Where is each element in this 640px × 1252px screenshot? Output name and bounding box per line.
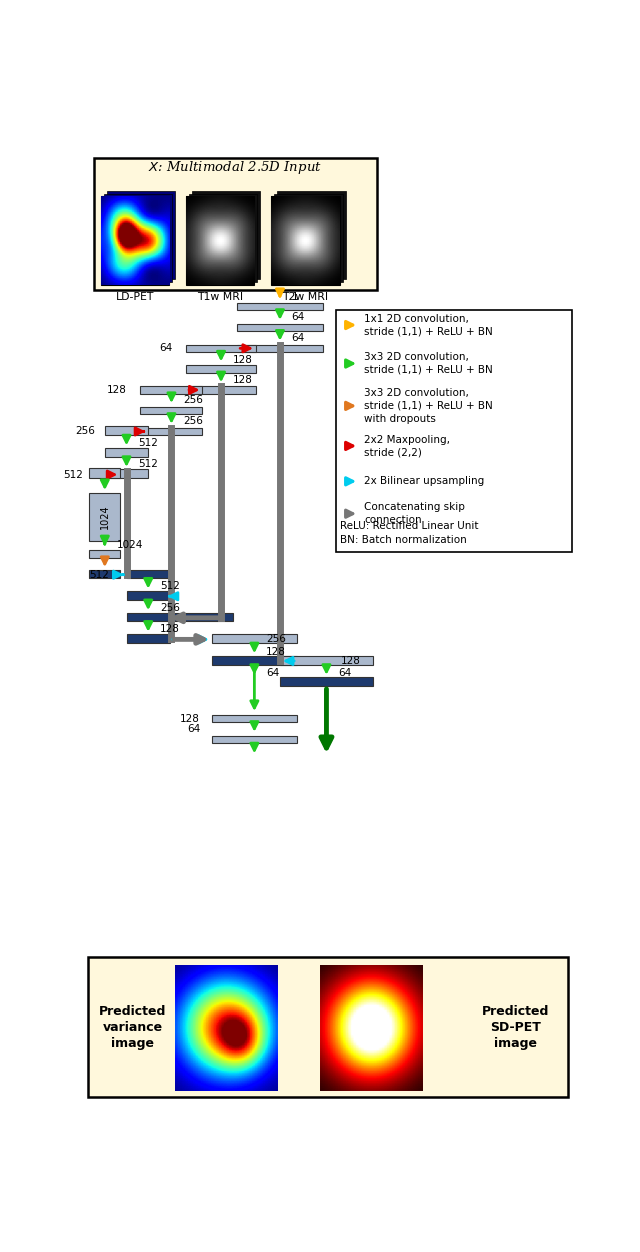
FancyBboxPatch shape: [186, 197, 254, 285]
Text: 128: 128: [233, 376, 253, 386]
FancyBboxPatch shape: [140, 387, 202, 393]
Text: ReLU: Rectified Linear Unit
BN: Batch normalization: ReLU: Rectified Linear Unit BN: Batch no…: [340, 521, 478, 545]
Text: 256: 256: [183, 416, 203, 426]
FancyBboxPatch shape: [105, 448, 148, 457]
FancyBboxPatch shape: [140, 428, 202, 436]
Text: 1024: 1024: [116, 541, 143, 550]
FancyBboxPatch shape: [105, 470, 148, 478]
FancyBboxPatch shape: [336, 309, 572, 552]
FancyBboxPatch shape: [90, 468, 120, 478]
FancyBboxPatch shape: [212, 635, 297, 644]
Text: 128: 128: [266, 646, 286, 656]
FancyBboxPatch shape: [168, 612, 233, 621]
FancyBboxPatch shape: [237, 303, 323, 310]
Text: T1w MRI: T1w MRI: [197, 292, 243, 302]
Text: 64: 64: [187, 724, 200, 734]
FancyBboxPatch shape: [212, 736, 297, 744]
Text: 64: 64: [338, 669, 351, 679]
Text: 128: 128: [160, 625, 180, 635]
FancyBboxPatch shape: [212, 715, 297, 722]
Text: 128: 128: [107, 384, 127, 394]
FancyBboxPatch shape: [212, 656, 297, 665]
FancyBboxPatch shape: [90, 551, 120, 557]
FancyBboxPatch shape: [105, 426, 148, 436]
Text: Predicted
SD-PET
image: Predicted SD-PET image: [482, 1005, 549, 1049]
Text: 128: 128: [233, 354, 253, 364]
Text: Concatenating skip
connection: Concatenating skip connection: [364, 502, 465, 525]
Text: 256: 256: [266, 635, 286, 645]
Text: 512: 512: [63, 470, 83, 480]
Text: 1024: 1024: [100, 505, 110, 530]
Text: 2x2 Maxpooling,
stride (2,2): 2x2 Maxpooling, stride (2,2): [364, 434, 451, 457]
FancyBboxPatch shape: [90, 493, 120, 541]
Text: 64: 64: [292, 312, 305, 322]
FancyBboxPatch shape: [186, 387, 256, 393]
FancyBboxPatch shape: [186, 366, 256, 373]
FancyBboxPatch shape: [101, 197, 169, 285]
Text: 512: 512: [138, 459, 158, 470]
Text: 64: 64: [266, 669, 279, 679]
FancyBboxPatch shape: [127, 635, 170, 644]
Text: T2w MRI: T2w MRI: [282, 292, 328, 302]
Text: 2x Bilinear upsampling: 2x Bilinear upsampling: [364, 476, 484, 486]
Text: 512: 512: [160, 581, 180, 591]
FancyBboxPatch shape: [280, 677, 373, 686]
FancyBboxPatch shape: [127, 591, 170, 600]
Text: Predicted
variance
image: Predicted variance image: [99, 1005, 166, 1049]
Text: 1x1 2D convolution,
stride (1,1) + ReLU + BN: 1x1 2D convolution, stride (1,1) + ReLU …: [364, 314, 493, 337]
Text: 256: 256: [183, 396, 203, 406]
Text: 3x3 2D convolution,
stride (1,1) + ReLU + BN: 3x3 2D convolution, stride (1,1) + ReLU …: [364, 352, 493, 374]
FancyBboxPatch shape: [275, 194, 342, 282]
Text: 256: 256: [76, 427, 95, 437]
FancyBboxPatch shape: [192, 190, 260, 279]
FancyBboxPatch shape: [271, 197, 340, 285]
FancyBboxPatch shape: [127, 612, 170, 621]
FancyBboxPatch shape: [140, 407, 202, 414]
Text: LD-PET: LD-PET: [116, 292, 154, 302]
Text: 3x3 2D convolution,
stride (1,1) + ReLU + BN
with dropouts: 3x3 2D convolution, stride (1,1) + ReLU …: [364, 388, 493, 423]
Text: 64: 64: [292, 333, 305, 343]
FancyBboxPatch shape: [280, 656, 373, 665]
FancyBboxPatch shape: [107, 190, 175, 279]
FancyBboxPatch shape: [88, 958, 568, 1097]
FancyBboxPatch shape: [189, 194, 257, 282]
FancyBboxPatch shape: [104, 194, 172, 282]
Text: 512: 512: [138, 438, 158, 448]
Text: 128: 128: [340, 656, 360, 666]
Text: 64: 64: [159, 343, 172, 353]
FancyBboxPatch shape: [277, 190, 346, 279]
Text: 128: 128: [180, 714, 200, 724]
FancyBboxPatch shape: [127, 570, 170, 578]
FancyBboxPatch shape: [237, 324, 323, 332]
Text: $\mathit{X}$: Multimodal 2.5D Input: $\mathit{X}$: Multimodal 2.5D Input: [148, 159, 322, 175]
Text: 1: 1: [292, 292, 298, 302]
Text: 512: 512: [90, 570, 109, 580]
FancyBboxPatch shape: [237, 344, 323, 352]
Text: 256: 256: [160, 602, 180, 612]
FancyBboxPatch shape: [94, 158, 377, 290]
FancyBboxPatch shape: [90, 570, 120, 578]
FancyBboxPatch shape: [186, 344, 256, 352]
